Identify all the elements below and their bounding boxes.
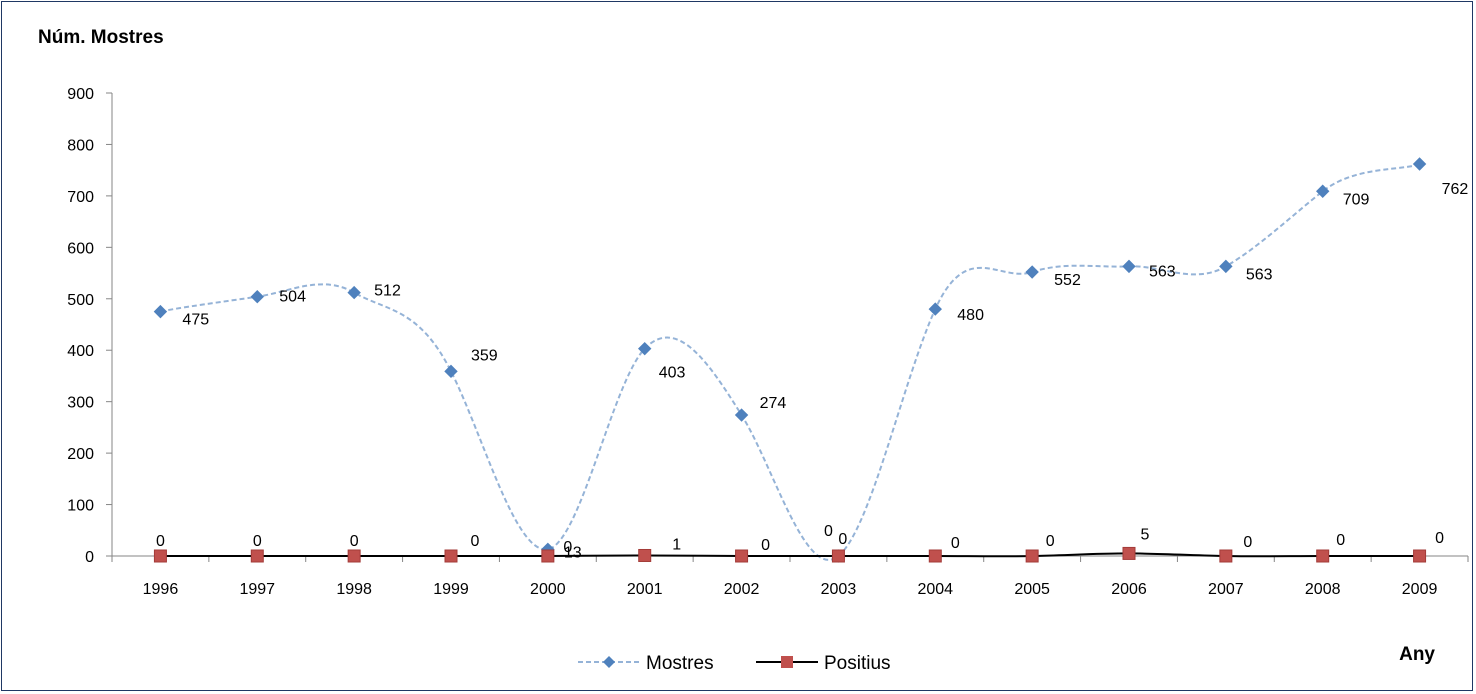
data-label-positius: 0 [824, 523, 833, 540]
x-tick-label: 2000 [530, 581, 566, 598]
data-label-positius: 0 [350, 533, 359, 550]
series-line-positius [160, 552, 1420, 558]
point-positius [1219, 549, 1233, 563]
data-label-mostres: 480 [957, 307, 984, 324]
point-mostres [1122, 259, 1136, 274]
legend-marker-mostres [603, 656, 615, 668]
data-label-mostres: 563 [1246, 266, 1273, 283]
point-positius [735, 549, 749, 563]
data-label-positius: 0 [1336, 532, 1345, 549]
data-label-mostres: 504 [279, 289, 306, 306]
data-label-mostres: 563 [1149, 263, 1176, 280]
point-positius [444, 549, 458, 563]
y-tick-label: 600 [67, 240, 94, 257]
point-positius [638, 548, 652, 562]
data-label-mostres: 709 [1343, 191, 1370, 208]
y-tick-label: 800 [67, 137, 94, 154]
data-label-positius: 5 [1141, 526, 1150, 543]
point-mostres [928, 302, 942, 316]
legend-label-positius: Positius [824, 653, 891, 674]
plot-area [153, 157, 1427, 563]
point-positius [250, 549, 264, 563]
y-tick-label: 300 [67, 395, 94, 412]
x-axis-title: Any [1399, 644, 1435, 665]
point-mostres [444, 364, 458, 379]
point-positius [1025, 549, 1039, 563]
data-label-mostres: 359 [471, 347, 498, 364]
point-positius [347, 549, 361, 563]
point-positius [928, 549, 942, 563]
data-label-mostres: 274 [760, 395, 787, 412]
x-tick-label: 1999 [433, 581, 469, 598]
point-positius [1413, 549, 1427, 563]
x-tick-label: 2001 [627, 581, 663, 598]
y-axis-title: Núm. Mostres [38, 27, 164, 48]
data-label-positius: 1 [672, 536, 681, 553]
point-mostres [1412, 157, 1427, 171]
point-positius [541, 549, 555, 563]
point-mostres [734, 408, 749, 422]
point-mostres [1219, 259, 1233, 274]
legend-item-positius: Positius [756, 653, 891, 674]
data-label-positius: 0 [1435, 530, 1444, 547]
legend-label-mostres: Mostres [646, 653, 714, 674]
data-label-mostres: 475 [182, 312, 209, 329]
data-label-positius: 0 [761, 537, 770, 554]
y-tick-label: 0 [85, 549, 94, 566]
point-mostres [153, 304, 168, 319]
y-tick-label: 100 [67, 498, 94, 515]
y-tick-label: 900 [67, 86, 94, 103]
y-tick-label: 700 [67, 189, 94, 206]
series-line-mostres [160, 163, 1420, 561]
x-tick-label: 1997 [239, 581, 275, 598]
x-tick-label: 2006 [1111, 581, 1147, 598]
x-tick-label: 2008 [1305, 581, 1341, 598]
x-tick-label: 2002 [724, 581, 760, 598]
legend-marker-positius [781, 656, 793, 668]
point-positius [1316, 549, 1330, 563]
legend-item-mostres: Mostres [578, 653, 714, 674]
x-tick-label: 1998 [336, 581, 372, 598]
x-tick-label: 2003 [821, 581, 857, 598]
point-mostres [1025, 265, 1039, 279]
data-labels: 475 504 512 359 13 403 274 0 480 552 563 563 709 762 0… [156, 181, 1468, 561]
data-label-positius: 0 [471, 533, 480, 550]
point-positius [831, 549, 845, 563]
data-label-positius: 0 [1243, 534, 1252, 551]
data-label-mostres: 403 [659, 365, 686, 382]
point-mostres [638, 341, 652, 356]
y-tick-label: 400 [67, 343, 94, 360]
data-label-mostres: 13 [564, 544, 582, 561]
x-tick-label: 1996 [143, 581, 179, 598]
point-positius [1122, 546, 1136, 560]
data-label-mostres: 762 [1442, 181, 1469, 198]
x-tick-label: 2007 [1208, 581, 1244, 598]
data-label-positius: 0 [156, 533, 165, 550]
legend: Mostres Positius [578, 653, 891, 674]
y-tick-label: 500 [67, 292, 94, 309]
data-label-mostres: 552 [1054, 272, 1081, 289]
point-mostres [347, 285, 361, 300]
point-mostres [250, 290, 264, 304]
x-tick-label: 2005 [1014, 581, 1050, 598]
x-tick-label: 2009 [1402, 581, 1438, 598]
data-label-positius: 0 [1046, 533, 1055, 550]
data-label-mostres: 512 [374, 283, 401, 300]
point-positius [153, 549, 167, 563]
data-label-positius: 0 [563, 539, 572, 556]
data-label-mostres: 0 [838, 531, 847, 548]
point-mostres [1316, 184, 1330, 198]
data-label-positius: 0 [951, 535, 960, 552]
data-label-positius: 0 [253, 533, 262, 550]
y-tick-label: 200 [67, 446, 94, 463]
x-tick-label: 2004 [917, 581, 953, 598]
